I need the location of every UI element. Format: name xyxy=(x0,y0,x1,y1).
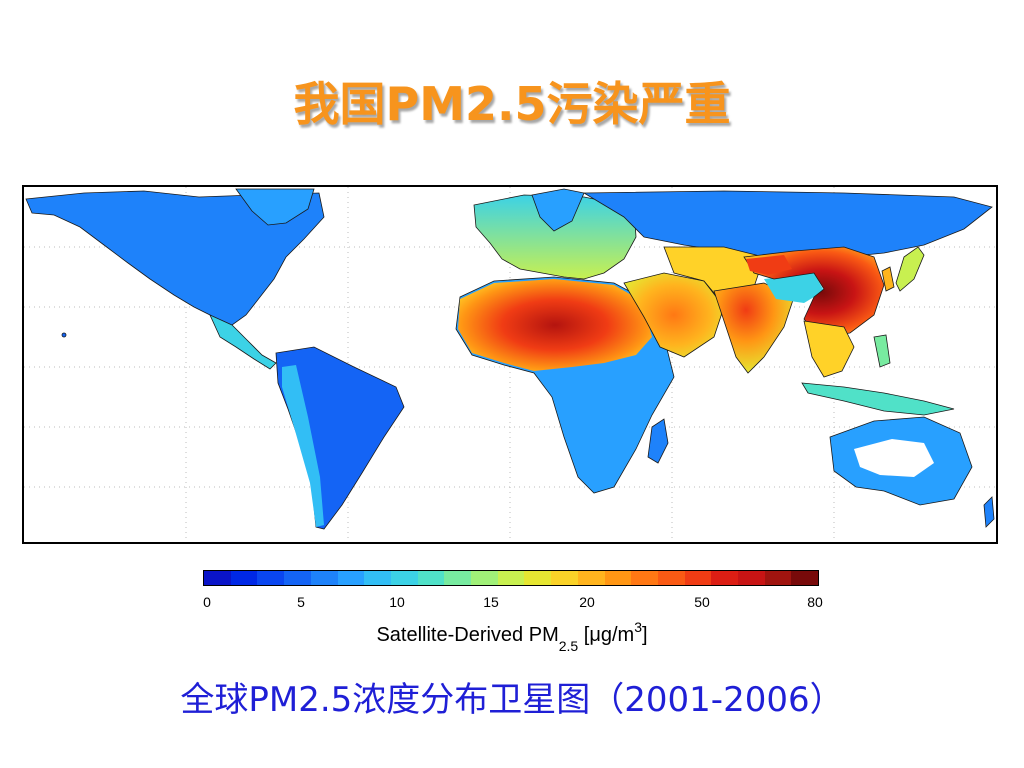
colorbar-segment xyxy=(577,571,605,585)
colorbar-segment xyxy=(337,571,365,585)
australia-interior xyxy=(854,439,934,477)
colorbar-segment xyxy=(390,571,418,585)
colorbar-tick-20: 20 xyxy=(579,594,595,610)
russia xyxy=(582,190,993,262)
colorbar-label-subscript: 2.5 xyxy=(558,638,579,654)
colorbar-label-superscript: 3 xyxy=(634,619,642,635)
colorbar-label-main: Satellite-Derived PM xyxy=(376,624,559,646)
colorbar-segment xyxy=(631,571,658,585)
colorbar-segment xyxy=(497,571,525,585)
colorbar-gradient xyxy=(203,570,819,586)
indonesia xyxy=(801,382,955,416)
philippines xyxy=(873,334,891,368)
colorbar-tick-10: 10 xyxy=(389,594,405,610)
colorbar-tick-5: 5 xyxy=(297,594,305,610)
arabia xyxy=(623,272,725,358)
colorbar-segment xyxy=(684,571,712,585)
madagascar xyxy=(647,418,669,464)
slide-title: 我国PM2.5污染严重 xyxy=(293,77,731,131)
colorbar-tick-80: 80 xyxy=(807,594,823,610)
colorbar-segment xyxy=(764,571,792,585)
colorbar-label: Satellite-Derived PM2.5 [μg/m3] xyxy=(0,619,1024,654)
tibet xyxy=(764,273,824,303)
world-pm25-map xyxy=(22,185,998,544)
colorbar-segment xyxy=(604,571,632,585)
colorbar-segment xyxy=(257,571,285,585)
greenland xyxy=(235,188,315,226)
colorbar-tick-15: 15 xyxy=(483,594,499,610)
central-america xyxy=(209,314,277,370)
colorbar-label-unit: [μg/m xyxy=(583,624,635,646)
world-map-svg xyxy=(24,187,996,542)
colorbar-label-unit-close: ] xyxy=(641,624,648,646)
colorbar-segment xyxy=(524,571,552,585)
colorbar-segment xyxy=(471,571,498,585)
scandinavia xyxy=(531,188,585,232)
hawaii-islands xyxy=(61,332,67,338)
colorbar-tick-0: 0 xyxy=(203,594,211,610)
colorbar-segment xyxy=(444,571,472,585)
colorbar-segment xyxy=(657,571,685,585)
taklimakan xyxy=(746,255,792,275)
colorbar-segment xyxy=(284,571,311,585)
colorbar-segment xyxy=(364,571,391,585)
colorbar-tick-50: 50 xyxy=(694,594,710,610)
colorbar-segment xyxy=(204,571,231,585)
colorbar-segment xyxy=(230,571,258,585)
colorbar-segment xyxy=(310,571,338,585)
sahara-sahel xyxy=(458,279,652,371)
colorbar-segment xyxy=(738,571,765,585)
colorbar-segment xyxy=(791,571,819,585)
colorbar-segment xyxy=(551,571,578,585)
colorbar xyxy=(203,570,819,588)
slide-caption: 全球PM2.5浓度分布卫星图（2001-2006） xyxy=(180,680,844,720)
southeast-asia xyxy=(803,320,855,378)
new-zealand xyxy=(983,496,995,528)
colorbar-segment xyxy=(417,571,445,585)
andes-band xyxy=(282,365,324,527)
korea xyxy=(881,266,895,292)
colorbar-segment xyxy=(711,571,739,585)
japan xyxy=(895,246,925,292)
